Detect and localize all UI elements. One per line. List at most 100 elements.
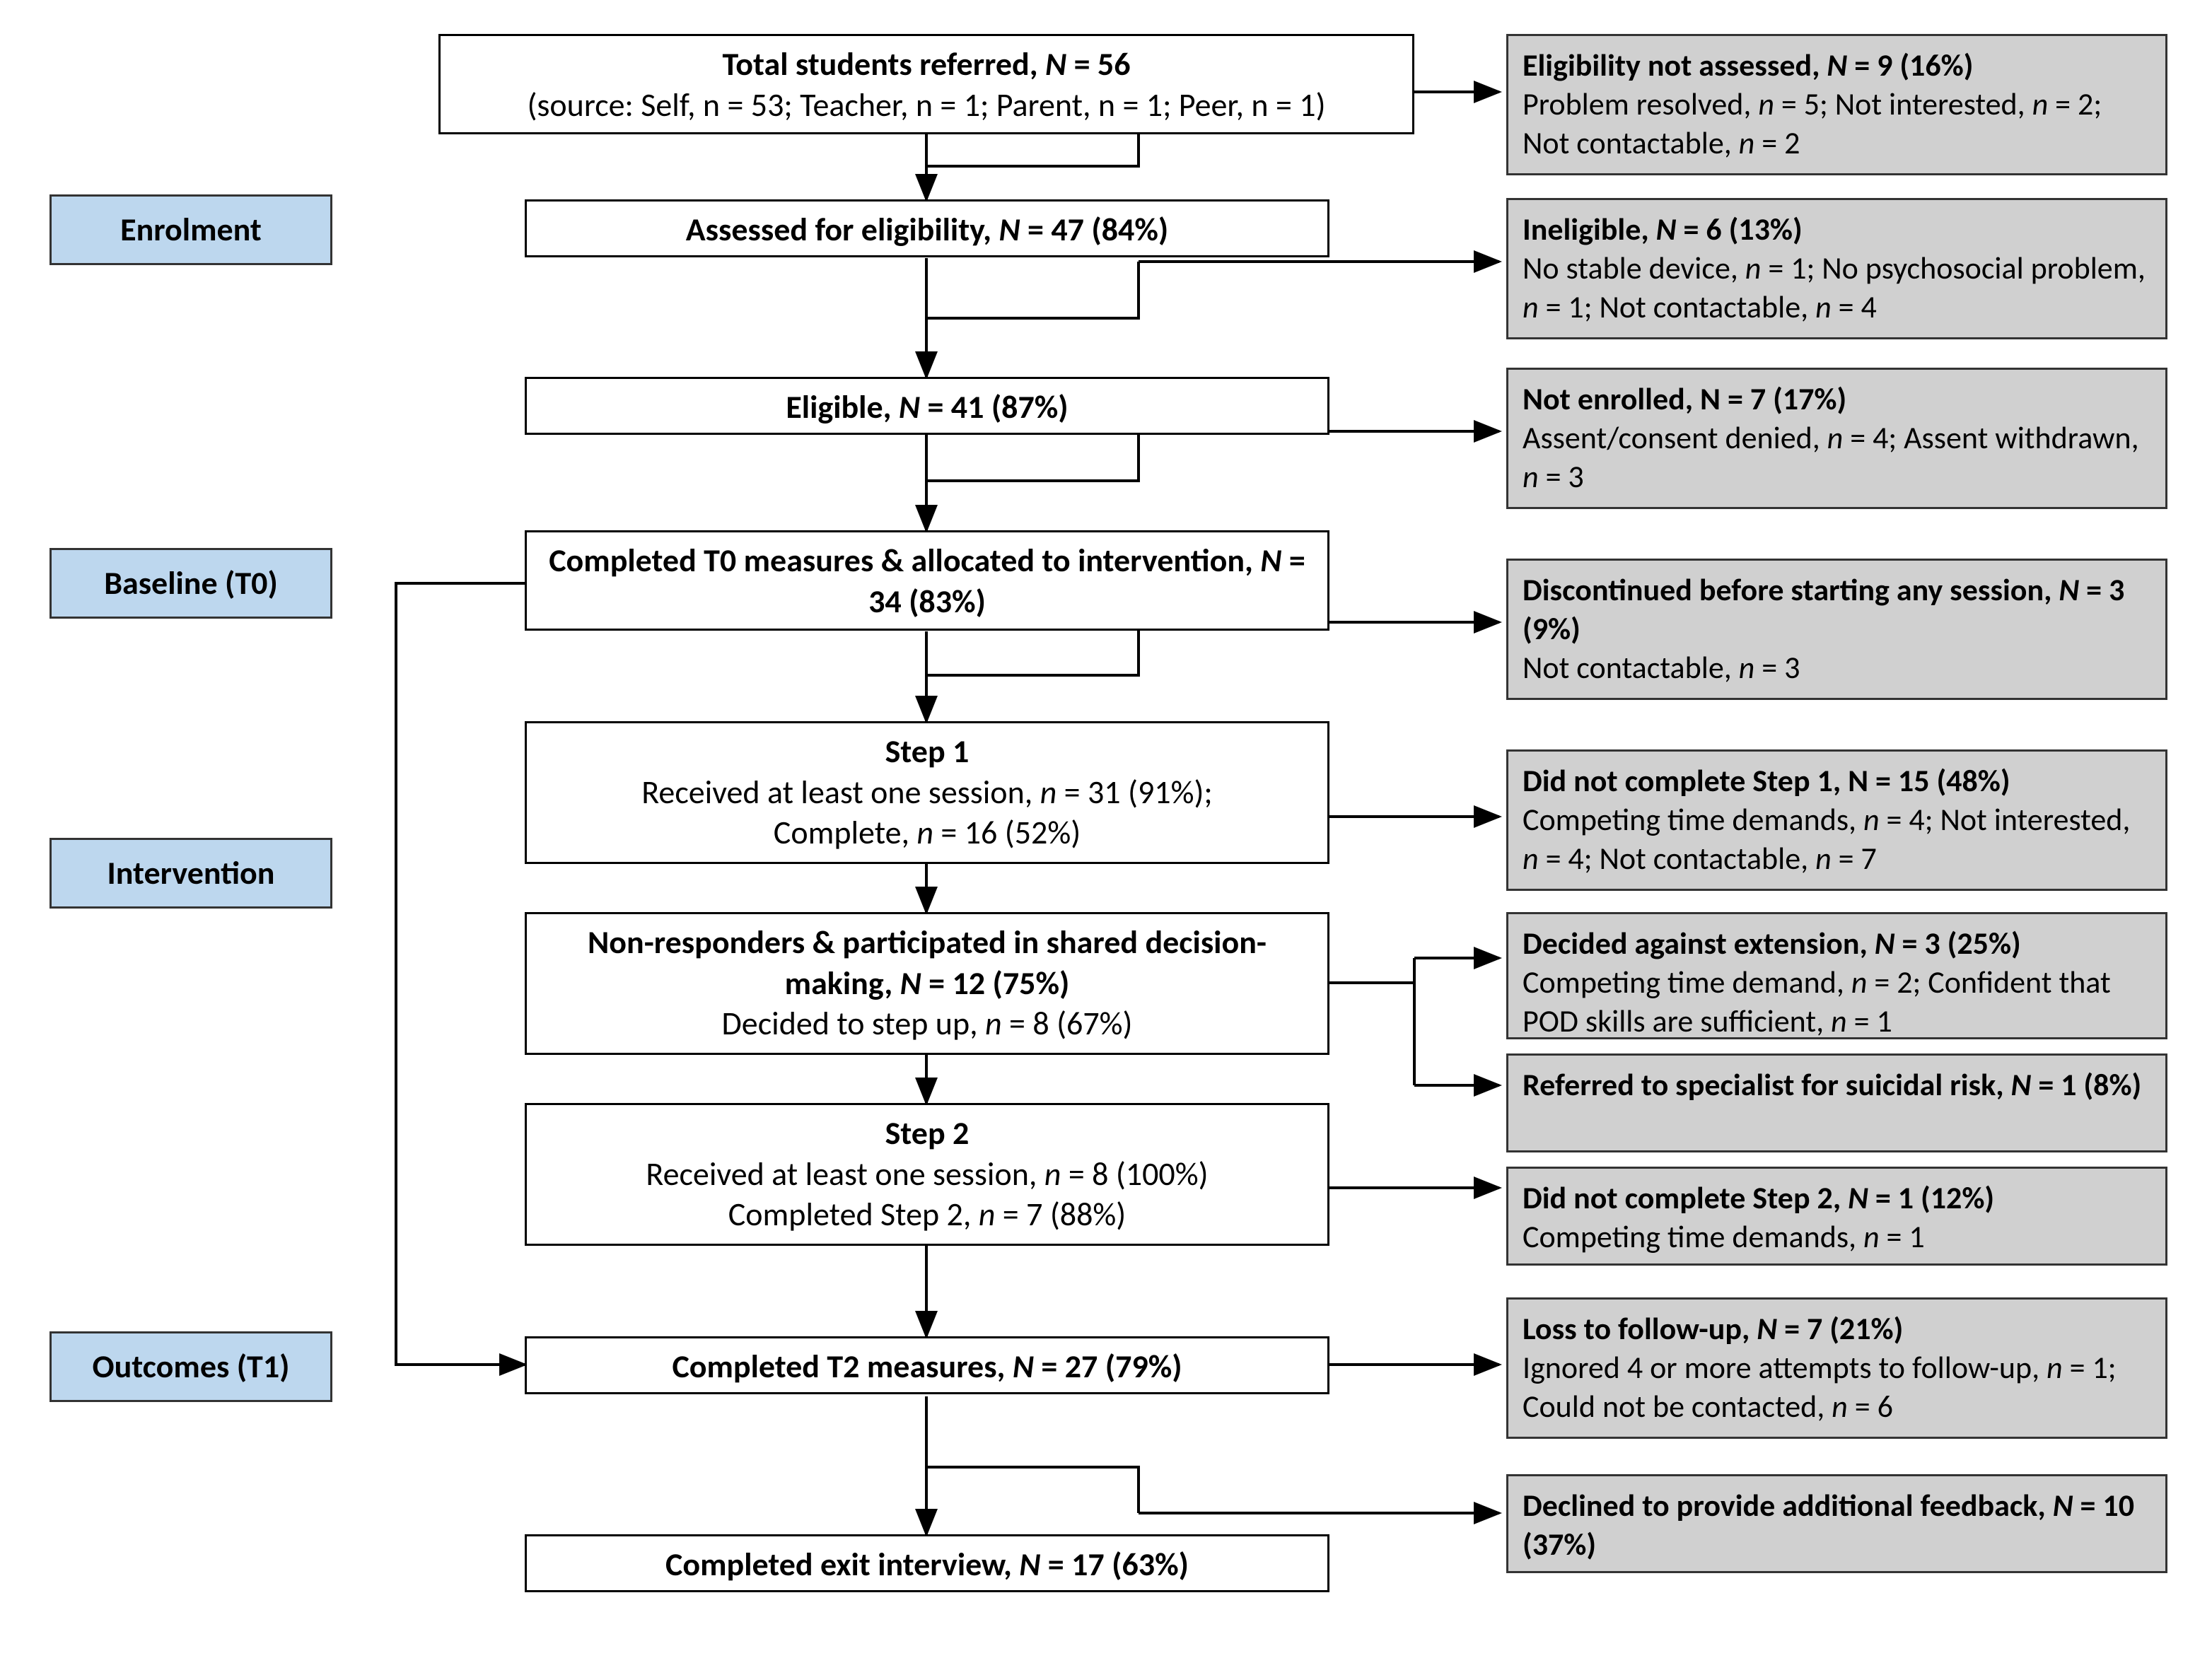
side-referred-specialist: Referred to specialist for suicidal risk…: [1506, 1053, 2167, 1152]
text: Discontinued before starting any session…: [1523, 571, 2059, 609]
text: N: [899, 387, 920, 427]
text: = 8 (100%): [1061, 1155, 1208, 1194]
text: n: [2047, 1348, 2063, 1386]
text: = 3: [1754, 648, 1800, 687]
text: = 1; Not contactable,: [1539, 288, 1815, 326]
box-step2: Step 2 Received at least one session, n …: [525, 1103, 1329, 1246]
text: Competing time demands,: [1523, 1218, 1863, 1256]
text: Completed Step 2,: [728, 1195, 979, 1234]
text: = 9 (16%): [1847, 46, 1973, 84]
text: N: [2053, 1486, 2073, 1524]
text: Not contactable,: [1523, 648, 1739, 687]
text: Problem resolved,: [1523, 85, 1758, 123]
text: Completed exit interview,: [665, 1545, 1019, 1584]
text: Received at least one session,: [646, 1155, 1044, 1194]
box-t0: Completed T0 measures & allocated to int…: [525, 530, 1329, 631]
text: = 1: [1847, 1002, 1892, 1040]
text: N: [2011, 1066, 2032, 1104]
text: = 17 (63%): [1040, 1545, 1189, 1584]
text: n: [2032, 85, 2049, 123]
box-referred: Total students referred, N = 56 (source:…: [438, 34, 1414, 134]
text: = 1; No psychosocial problem,: [1761, 249, 2145, 287]
text: N: [1875, 924, 1895, 962]
text: Did not complete Step 2,: [1523, 1179, 1848, 1217]
text: = 5; Not interested,: [1774, 85, 2032, 123]
text: n: [1827, 419, 1844, 457]
text: n: [1523, 457, 1539, 496]
text: = 41 (87%): [920, 387, 1069, 427]
side-not-complete-step1: Did not complete Step 1, N = 15 (48%) Co…: [1506, 749, 2167, 891]
box-nonresponders: Non-responders & participated in shared …: [525, 912, 1329, 1055]
side-not-complete-step2: Did not complete Step 2, N = 1 (12%) Com…: [1506, 1167, 2167, 1266]
text: Assent/consent denied,: [1523, 419, 1827, 457]
phase-enrolment: Enrolment: [50, 194, 332, 265]
text: = 16 (52%): [933, 813, 1081, 853]
text: n: [979, 1195, 996, 1234]
text: N: [1656, 210, 1677, 248]
phase-label: Baseline (T0): [104, 564, 278, 603]
text: n: [1851, 963, 1868, 1001]
text: = 1 (12%): [1868, 1179, 1994, 1217]
text: Decided to step up,: [722, 1004, 986, 1044]
text: Not enrolled, N = 7 (17%): [1523, 380, 1846, 418]
text: N: [1260, 541, 1281, 580]
text: n: [1863, 800, 1880, 839]
text: = 56: [1066, 45, 1130, 84]
box-exit: Completed exit interview, N = 17 (63%): [525, 1534, 1329, 1592]
text: Completed T0 measures & allocated to int…: [549, 541, 1260, 580]
text: = 1: [1880, 1218, 1925, 1256]
box-step1: Step 1 Received at least one session, n …: [525, 721, 1329, 864]
text: Step 2: [885, 1114, 970, 1153]
text: Competing time demand,: [1523, 963, 1851, 1001]
text: = 1 (8%): [2031, 1066, 2141, 1104]
side-decided-against-extension: Decided against extension, N = 3 (25%) C…: [1506, 912, 2167, 1039]
text: n: [1815, 288, 1832, 326]
text: = 6 (13%): [1677, 210, 1803, 248]
text: Completed T2 measures,: [672, 1347, 1012, 1386]
text: Competing time demands,: [1523, 800, 1863, 839]
text: Ineligible,: [1523, 210, 1656, 248]
text: n: [1815, 839, 1832, 877]
box-eligible: Eligible, N = 41 (87%): [525, 377, 1329, 435]
text: N: [999, 210, 1020, 250]
text: No stable device,: [1523, 249, 1745, 287]
text: = 12 (75%): [921, 964, 1070, 1003]
text: = 4; Not contactable,: [1539, 839, 1815, 877]
text: Step 1: [885, 732, 970, 771]
text: n: [1831, 1002, 1847, 1040]
side-loss-followup: Loss to follow-up, N = 7 (21%) Ignored 4…: [1506, 1297, 2167, 1439]
text: = 4: [1832, 288, 1877, 326]
text: (source: Self, n = 53; Teacher, n = 1; P…: [527, 86, 1325, 125]
text: Decided against extension,: [1523, 924, 1875, 962]
text: Loss to follow-up,: [1523, 1309, 1757, 1348]
text: = 3: [1539, 457, 1584, 496]
phase-label: Outcomes (T1): [93, 1347, 290, 1386]
box-t2: Completed T2 measures, N = 27 (79%): [525, 1336, 1329, 1394]
text: n: [985, 1004, 1002, 1044]
text: Referred to specialist for suicidal risk…: [1523, 1066, 2011, 1104]
side-eligibility-not-assessed: Eligibility not assessed, N = 9 (16%) Pr…: [1506, 34, 2167, 175]
text: = 6: [1848, 1387, 1893, 1425]
text: Total students referred,: [722, 45, 1045, 84]
text: Assessed for eligibility,: [686, 210, 999, 250]
phase-baseline: Baseline (T0): [50, 548, 332, 619]
text: Declined to provide additional feedback,: [1523, 1486, 2053, 1524]
side-not-enrolled: Not enrolled, N = 7 (17%) Assent/consent…: [1506, 368, 2167, 509]
text: n: [1523, 839, 1539, 877]
text: N: [2059, 571, 2079, 609]
text: Eligibility not assessed,: [1523, 46, 1827, 84]
text: n: [1040, 773, 1057, 812]
text: n: [1745, 249, 1762, 287]
text: Ignored 4 or more attempts to follow-up,: [1523, 1348, 2047, 1386]
side-discontinued: Discontinued before starting any session…: [1506, 559, 2167, 700]
text: n: [916, 813, 933, 853]
box-assessed: Assessed for eligibility, N = 47 (84%): [525, 199, 1329, 257]
phase-outcomes: Outcomes (T1): [50, 1331, 332, 1402]
side-declined-feedback: Declined to provide additional feedback,…: [1506, 1474, 2167, 1573]
text: N: [1848, 1179, 1868, 1217]
text: = 7 (21%): [1777, 1309, 1903, 1348]
text: n: [1044, 1155, 1061, 1194]
text: n: [1739, 648, 1755, 687]
text: n: [1739, 124, 1755, 162]
text: = 8 (67%): [1002, 1004, 1133, 1044]
